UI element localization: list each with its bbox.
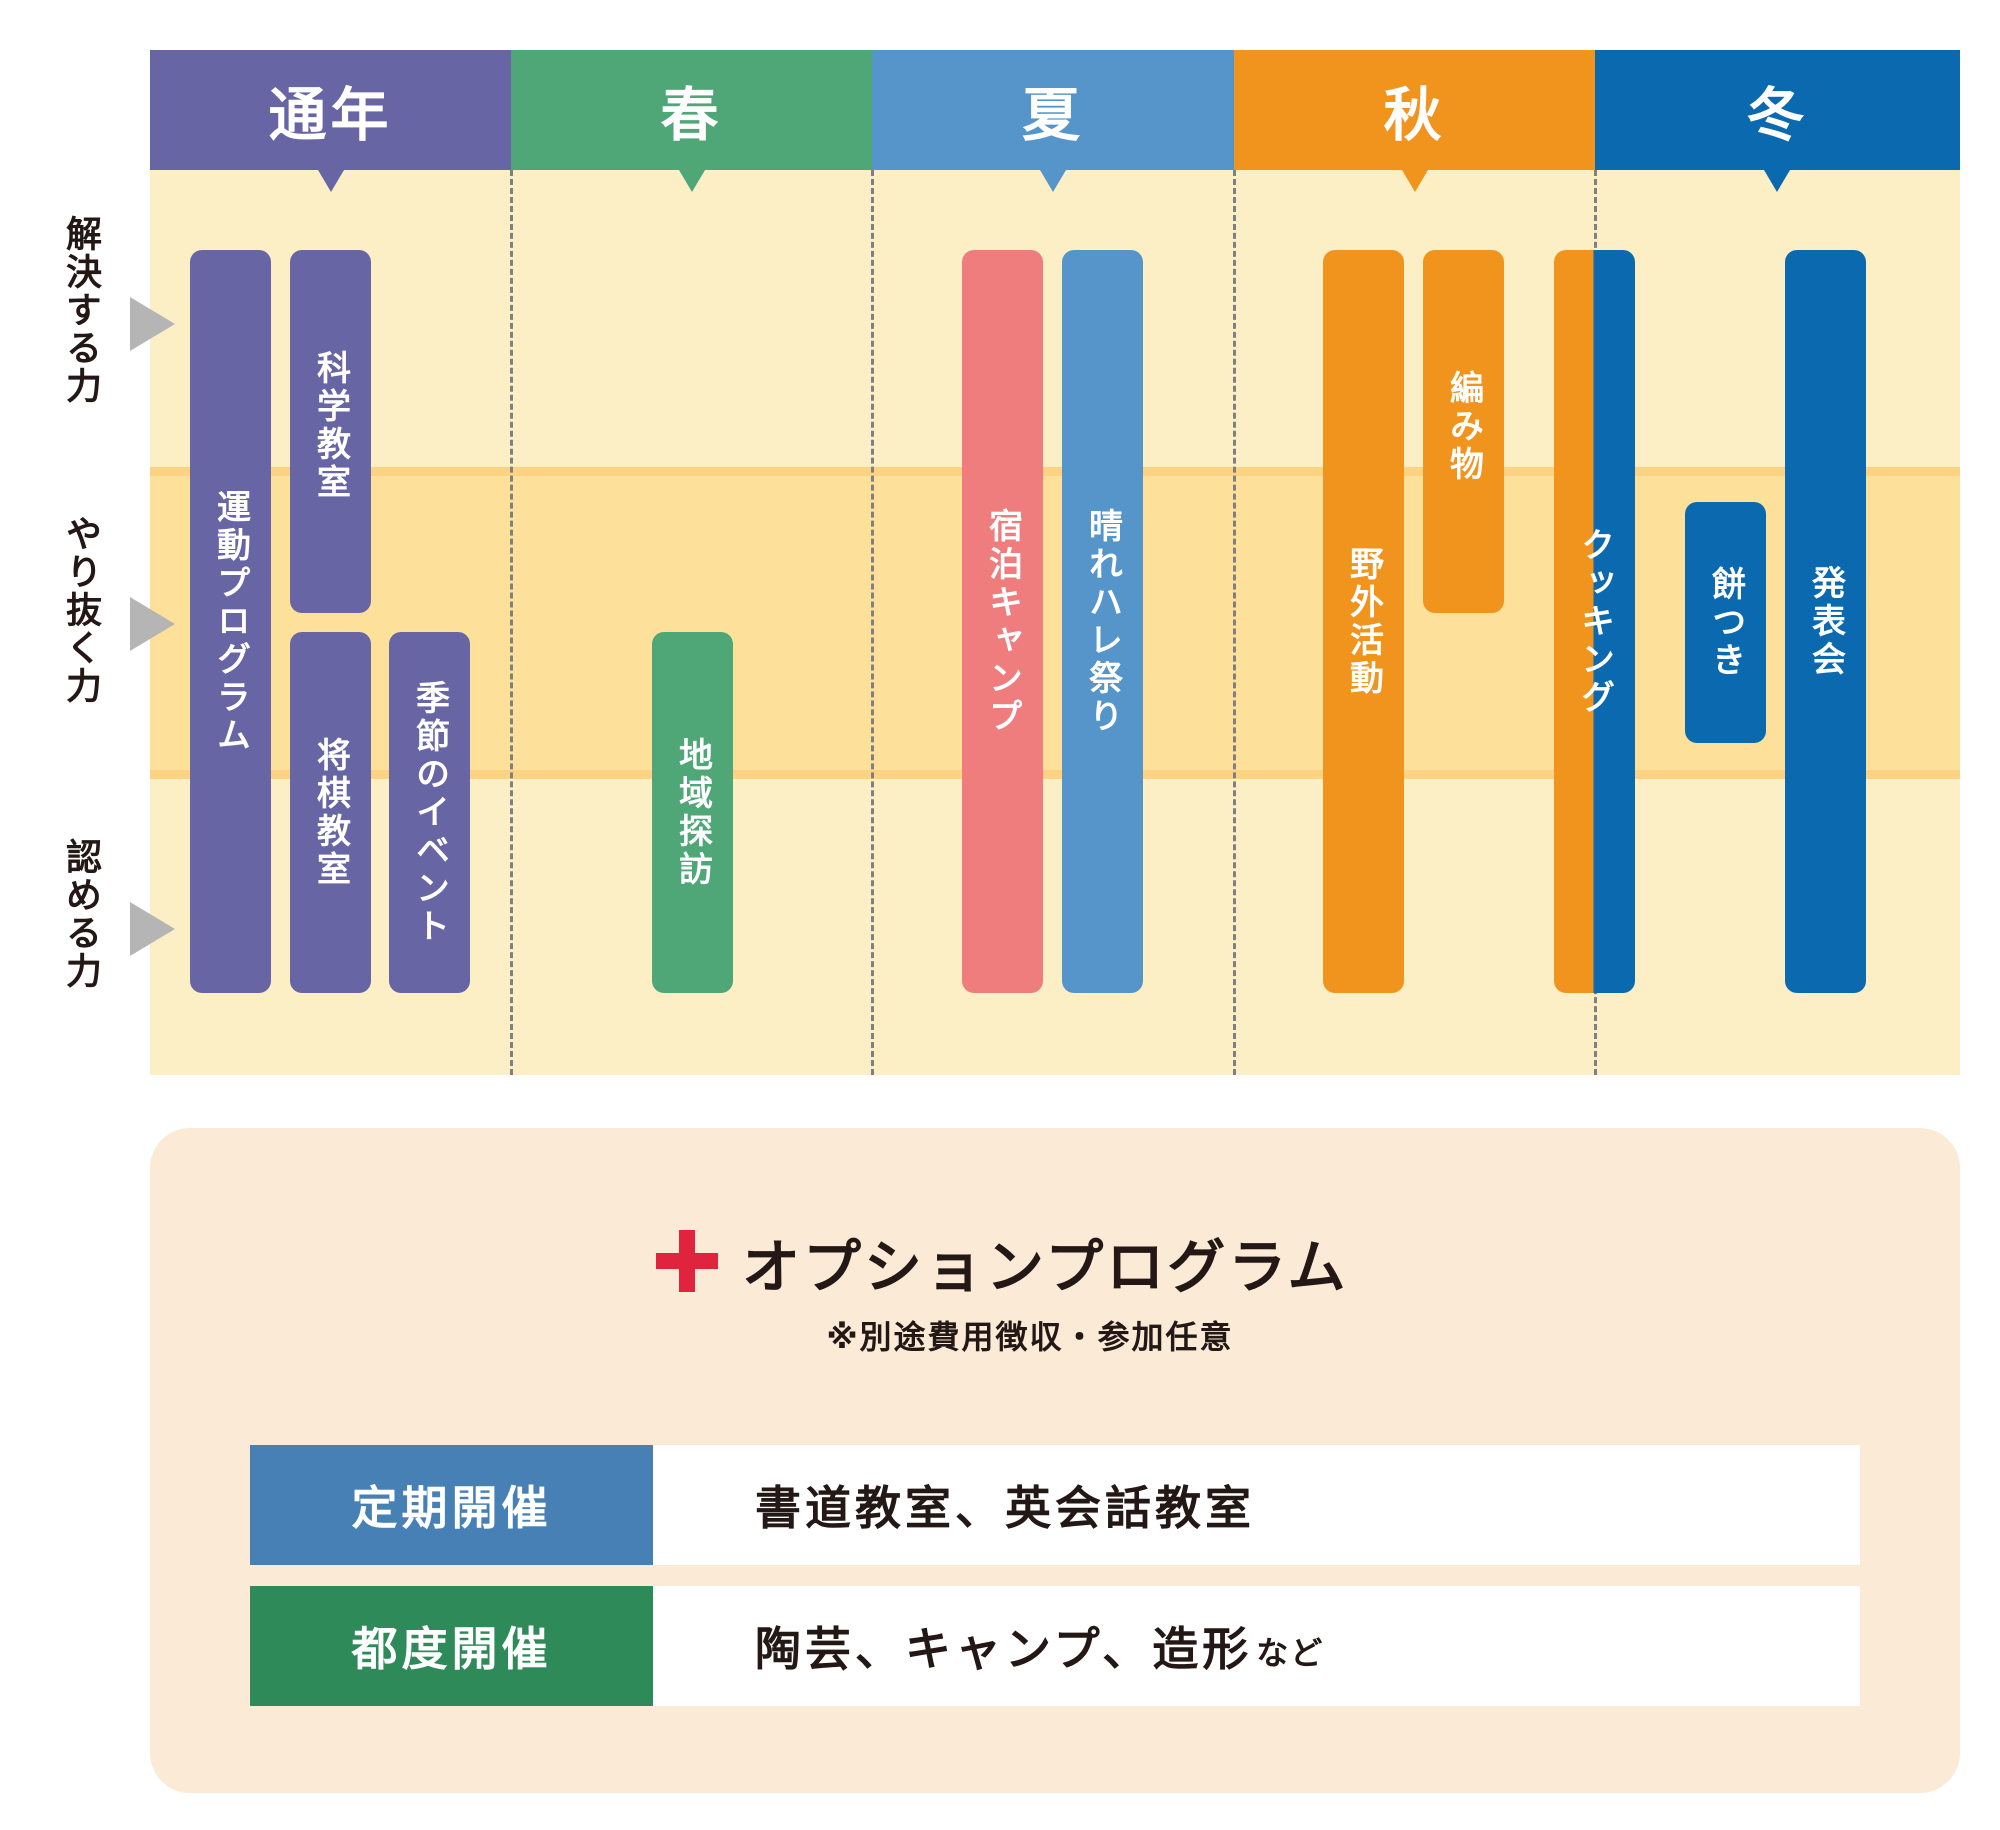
plus-icon [656, 1230, 718, 1292]
season-label: 通年 [268, 81, 393, 149]
option-row-programs: 書道教室、英会話教室 [755, 1481, 1255, 1535]
program-bar-science: 科学教室 [290, 250, 371, 613]
row-arrow-icon [130, 902, 175, 956]
program-label: 科学教室 [310, 350, 351, 502]
winter-pointer-icon [1764, 170, 1790, 192]
option-row-label: 定期開催 [250, 1445, 653, 1565]
spring-pointer-icon [679, 170, 705, 192]
option-program-note: ※別途費用徴収・参加任意 [826, 1318, 1234, 1356]
season-header-spring: 春 [511, 50, 872, 170]
row-label-problem-solving: 解決する力 [60, 215, 101, 405]
season-label: 冬 [1746, 81, 1809, 149]
summer-pointer-icon [1040, 170, 1066, 192]
season-divider [510, 170, 513, 1075]
option-row-regular: 定期開催 書道教室、英会話教室 [250, 1445, 1860, 1565]
season-header-autumn: 秋 [1234, 50, 1595, 170]
row-arrow-icon [130, 597, 175, 651]
option-row-programs: 陶芸、キャンプ、造形 [755, 1622, 1253, 1676]
season-label: 夏 [1021, 81, 1084, 149]
option-program-title: オプションプログラム [742, 1233, 1349, 1301]
program-label: 餅つき [1705, 565, 1746, 680]
autumn-pointer-icon [1402, 170, 1428, 192]
program-bar-local-exploration: 地域探訪 [652, 632, 733, 993]
program-label: 将棋教室 [310, 736, 351, 889]
season-label: 秋 [1383, 81, 1446, 149]
season-label: 春 [660, 81, 723, 149]
option-row-irregular: 都度開催 陶芸、キャンプ、造形 など [250, 1586, 1860, 1706]
program-bar-shogi: 将棋教室 [290, 632, 371, 993]
row-label-acceptance: 認める力 [60, 838, 101, 990]
program-label: 地域探訪 [672, 736, 713, 889]
row-label-perseverance: やり抜く力 [60, 515, 101, 705]
season-header-summer: 夏 [872, 50, 1234, 170]
program-bar-overnight-camp: 宿泊キャンプ [962, 250, 1043, 993]
program-bar-cooking: クッキング [1554, 250, 1635, 993]
program-bar-outdoor-activities: 野外活動 [1323, 250, 1404, 993]
program-bar-seasonal-events: 季節のイベント [389, 632, 470, 993]
option-row-text: 書道教室、英会話教室 [755, 1445, 1255, 1565]
season-divider [1233, 170, 1236, 1075]
program-bar-harehare-festival: 晴れハレ祭り [1062, 250, 1143, 993]
program-label: 発表会 [1805, 564, 1846, 679]
option-row-suffix: など [1256, 1634, 1325, 1672]
program-label: 編み物 [1443, 370, 1484, 484]
program-label: 宿泊キャンプ [982, 507, 1023, 736]
program-bar-sports: 運動プログラム [190, 250, 271, 993]
option-row-label: 都度開催 [250, 1586, 653, 1706]
season-divider [871, 170, 874, 1075]
option-row-text: 陶芸、キャンプ、造形 など [755, 1586, 1324, 1706]
program-label: 季節のイベント [409, 679, 450, 946]
program-label: 晴れハレ祭り [1082, 507, 1123, 736]
season-header-winter: 冬 [1595, 50, 1960, 170]
row-arrow-icon [130, 297, 175, 351]
program-label: 運動プログラム [210, 488, 251, 755]
program-bar-knitting: 編み物 [1423, 250, 1504, 613]
all-year-pointer-icon [318, 170, 344, 192]
program-label: クッキング [1574, 526, 1615, 717]
program-label: 野外活動 [1343, 545, 1384, 698]
program-bar-recital: 発表会 [1785, 250, 1866, 993]
season-header-all-year: 通年 [150, 50, 511, 170]
program-bar-mochi-pounding: 餅つき [1685, 502, 1766, 743]
